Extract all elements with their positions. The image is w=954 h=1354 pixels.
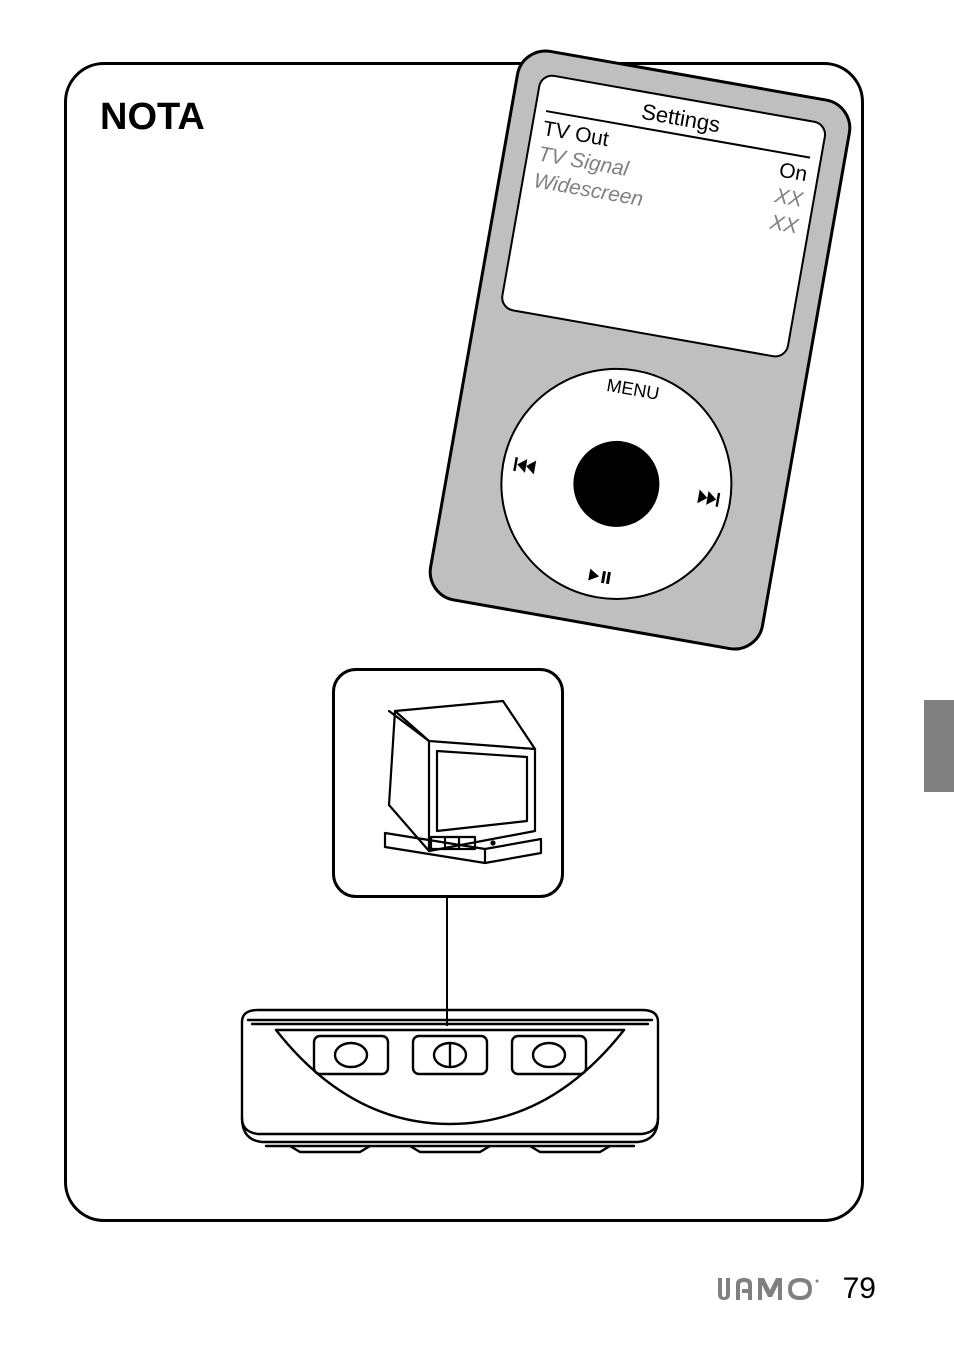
prev-track-icon[interactable] bbox=[512, 456, 537, 481]
page-number: 79 bbox=[843, 1272, 876, 1306]
section-tab bbox=[924, 700, 954, 792]
select-button[interactable] bbox=[567, 434, 667, 534]
ipod-screen: Settings TV Out On TV Signal XX Widescre… bbox=[499, 73, 828, 360]
tv-icon bbox=[335, 671, 561, 895]
dock-icon bbox=[230, 1000, 670, 1170]
page: NOTA Settings TV Out On TV Signal XX Wid… bbox=[0, 0, 954, 1354]
brand-logo bbox=[712, 1272, 822, 1306]
dock-illustration bbox=[230, 1000, 670, 1170]
tv-illustration bbox=[332, 668, 564, 898]
next-track-icon[interactable] bbox=[695, 488, 720, 513]
row-value: XX bbox=[768, 209, 800, 240]
heading-nota: NOTA bbox=[100, 96, 205, 139]
